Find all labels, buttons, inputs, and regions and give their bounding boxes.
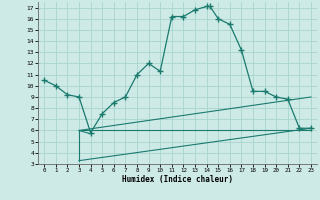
X-axis label: Humidex (Indice chaleur): Humidex (Indice chaleur): [122, 175, 233, 184]
